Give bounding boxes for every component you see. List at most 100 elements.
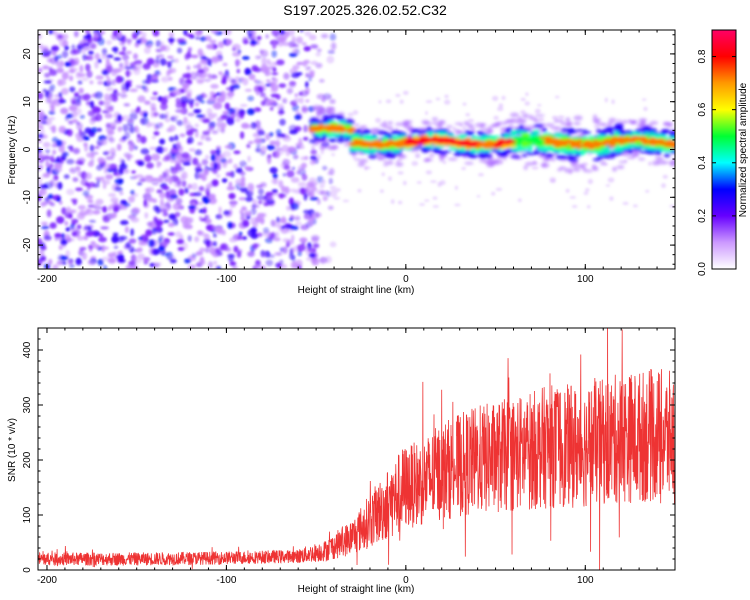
noise-blob: [83, 93, 91, 102]
noise-blob: [282, 158, 291, 167]
noise-blob: [158, 161, 162, 166]
faint-blob: [508, 123, 514, 127]
noise-blob: [89, 117, 96, 125]
noise-blob: [186, 92, 191, 98]
noise-blob: [63, 234, 71, 240]
band-blob: [581, 143, 592, 146]
noise-blob: [236, 235, 244, 240]
noise-blob: [329, 189, 338, 198]
band-blob: [358, 158, 369, 163]
noise-blob: [129, 88, 138, 93]
noise-blob: [195, 251, 203, 256]
noise-blob: [180, 96, 189, 104]
noise-blob: [280, 225, 286, 230]
faint-blob: [399, 99, 404, 105]
faint-blob: [615, 118, 623, 123]
noise-blob: [269, 132, 274, 137]
spectrogram-y-tick-label: -20: [22, 237, 33, 252]
noise-blob: [133, 53, 138, 60]
noise-blob: [149, 247, 155, 256]
noise-blob: [187, 47, 192, 52]
noise-blob: [287, 30, 295, 37]
noise-blob: [44, 118, 52, 126]
faint-blob: [557, 115, 565, 119]
noise-blob: [60, 255, 69, 261]
noise-blob: [196, 114, 205, 118]
noise-blob: [136, 133, 142, 139]
noise-blob: [95, 176, 104, 181]
noise-blob: [108, 193, 117, 197]
noise-blob: [267, 154, 272, 159]
noise-blob: [48, 116, 56, 121]
noise-blob: [69, 167, 78, 174]
noise-blob: [89, 144, 95, 152]
noise-blob: [319, 256, 328, 264]
snr-series-line: [38, 328, 675, 570]
noise-blob: [155, 71, 163, 77]
noise-blob: [303, 46, 311, 52]
noise-blob: [121, 114, 130, 122]
noise-blob: [186, 130, 194, 136]
noise-blob: [272, 77, 278, 85]
noise-blob: [50, 202, 55, 207]
noise-blob: [292, 104, 299, 112]
noise-blob: [249, 208, 257, 216]
noise-blob: [227, 253, 236, 258]
colorbar-tick-label: 0.0: [697, 262, 708, 276]
noise-blob: [300, 188, 308, 194]
noise-blob: [213, 260, 218, 265]
noise-blob: [282, 173, 287, 177]
snr-y-ticks: 0 100 200 300 400: [22, 327, 675, 573]
band-blob: [596, 122, 606, 126]
noise-blob: [62, 151, 69, 157]
noise-blob: [128, 248, 137, 252]
band-blob: [412, 130, 420, 133]
noise-blob: [295, 221, 302, 226]
noise-blob: [254, 216, 262, 223]
noise-blob: [167, 87, 175, 92]
noise-blob: [146, 162, 154, 169]
noise-blob: [101, 256, 110, 261]
noise-blob: [97, 157, 104, 164]
noise-blob: [167, 61, 172, 69]
noise-blob: [158, 122, 163, 126]
noise-blob: [86, 37, 93, 44]
noise-blob: [52, 264, 59, 269]
faint-blob: [444, 94, 449, 99]
noise-blob: [309, 159, 316, 166]
band-blob: [432, 121, 440, 125]
noise-blob: [91, 243, 100, 249]
noise-blob: [233, 163, 238, 170]
noise-blob: [118, 66, 126, 71]
faint-blob: [390, 199, 395, 205]
noise-blob: [131, 170, 136, 174]
noise-blob: [220, 114, 228, 120]
noise-blob: [103, 264, 108, 269]
band-blob: [560, 122, 568, 126]
noise-blob: [246, 143, 251, 149]
band-blob: [319, 146, 327, 150]
noise-blob: [159, 208, 168, 213]
band-blob: [596, 128, 601, 133]
faint-blob: [524, 101, 531, 106]
noise-blob: [213, 180, 218, 185]
noise-blob: [211, 130, 219, 135]
noise-blob: [152, 91, 158, 96]
band-blob: [404, 123, 413, 129]
noise-blob: [252, 30, 257, 33]
noise-blob: [87, 204, 95, 209]
band-blob: [437, 123, 443, 128]
noise-blob: [275, 231, 280, 238]
noise-blob: [216, 58, 224, 62]
noise-blob: [227, 76, 234, 83]
noise-blob: [217, 41, 225, 49]
faint-blob: [381, 172, 386, 177]
noise-blob: [261, 57, 268, 65]
band-blob: [327, 137, 336, 143]
noise-blob: [137, 95, 146, 103]
noise-blob: [282, 98, 288, 104]
noise-blob: [121, 136, 127, 141]
spectrogram-x-ticks: -200 -100 0 100: [37, 30, 676, 285]
band-blob: [668, 141, 675, 146]
faint-blob: [419, 203, 426, 206]
